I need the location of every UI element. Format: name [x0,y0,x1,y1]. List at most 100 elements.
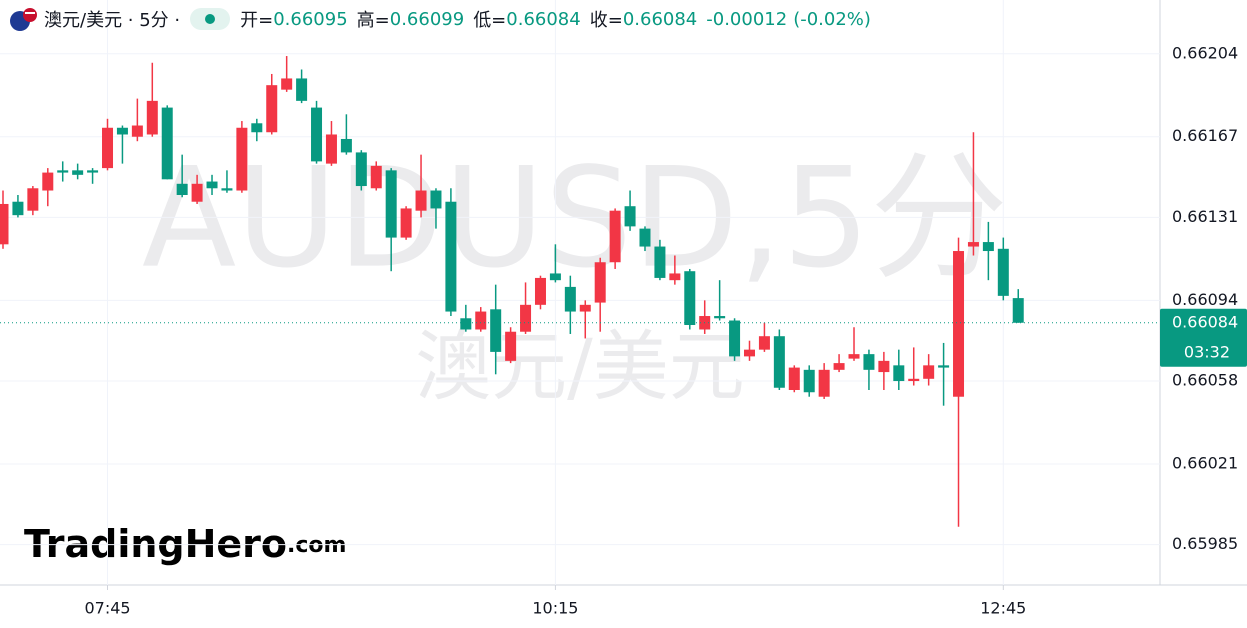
watermark: AUDUSD,5分 [142,138,1008,299]
candle-body [549,273,561,281]
candle-body [639,228,651,247]
watermark-sub: 澳元/美元 [415,322,745,411]
candle-body [325,134,337,164]
open-value: 0.66095 [273,8,348,30]
candle-body [311,107,323,162]
y-tick-label: 0.65985 [1172,534,1238,553]
candle-body [176,183,188,195]
logo-suffix: .com [287,533,346,558]
candle-body [475,311,487,330]
candle-body [355,152,367,187]
candle-body [131,125,143,137]
candle-body [191,183,203,202]
status-pill[interactable] [190,8,231,30]
candle-body [624,206,636,227]
candle-body [340,138,352,153]
candle-body [221,188,233,191]
candle-body [12,201,24,216]
flag-icon [10,8,37,31]
candle-body [146,100,158,135]
candle-body [863,354,875,370]
price-label-box [1160,308,1247,367]
header: 澳元/美元 · 5分 · 开= 0.66095 高= 0.66099 低= 0.660… [8,6,871,32]
x-tick-label: 10:15 [532,599,578,618]
candle-body [878,360,890,373]
candle-body [773,336,785,388]
candle-body [669,273,681,281]
candle-body [400,208,412,238]
candle-body [102,127,114,169]
candle-body [579,304,591,312]
symbol: 澳元/美元 · 5分 · [44,10,181,31]
open-label: 开= [240,10,274,31]
candle-body [744,349,755,357]
candle-body [997,248,1009,296]
candle-body [116,127,128,135]
y-tick-label: 0.66204 [1172,43,1238,62]
candle-body [609,210,621,263]
candle-body [27,188,39,211]
candle-body [251,123,263,133]
candle-body [848,354,860,359]
candle-body [908,378,920,382]
x-tick-label: 12:45 [980,599,1026,618]
candle-body [0,203,9,245]
candle-body [714,316,726,319]
candle-body [460,318,472,330]
candle-body [1012,298,1024,323]
candle-body [281,78,293,90]
low-label: 低= [473,10,507,31]
candle-body [788,367,800,390]
high-value: 0.66099 [389,8,465,30]
candle-body [385,170,397,238]
candle-body [236,127,248,191]
price-timer: 03:32 [1184,342,1230,361]
candle-body [534,277,546,305]
candle-body [818,369,830,397]
candle-body [594,262,606,303]
candle-body [967,242,979,247]
candle-body [953,251,965,397]
candle-body [72,170,84,175]
candle-body [161,107,173,180]
x-tick-label: 07:45 [84,599,130,618]
candle-body [758,336,770,350]
low-value: 0.66084 [506,8,581,30]
high-label: 高= [356,10,390,31]
price-label: 0.66084 [1172,312,1238,331]
y-tick-label: 0.66131 [1172,207,1238,226]
y-tick-label: 0.66094 [1172,290,1238,309]
candle-body [370,165,382,189]
candle-body [833,363,845,370]
candle-body [206,181,218,189]
candle-body [505,331,517,361]
candle-body [729,320,741,357]
candle-body [266,85,278,133]
candle-body [415,190,427,211]
candle-body [490,309,502,352]
candle-body [654,246,666,278]
candle-body [87,170,99,173]
candle-body [938,365,950,368]
candle-body [57,170,69,173]
candle-body [296,78,308,101]
candle-body [893,365,905,382]
candle-body [42,172,54,191]
close-label: 收= [589,10,623,31]
candle-body [684,271,696,325]
change-pct: (-0.02%) [793,8,871,30]
logo-main: TradingHero [24,522,287,566]
y-tick-label: 0.66058 [1172,371,1238,390]
candle-body [445,201,457,312]
change-value: -0.00012 [706,8,788,30]
close-value: 0.66084 [622,8,698,30]
candle-body [564,286,576,312]
y-tick-label: 0.66167 [1172,126,1238,145]
candle-body [982,242,994,252]
logo: TradingHero.com [24,522,346,566]
y-tick-label: 0.66021 [1172,453,1238,472]
status-dot [205,14,216,24]
candle-body [923,365,935,379]
